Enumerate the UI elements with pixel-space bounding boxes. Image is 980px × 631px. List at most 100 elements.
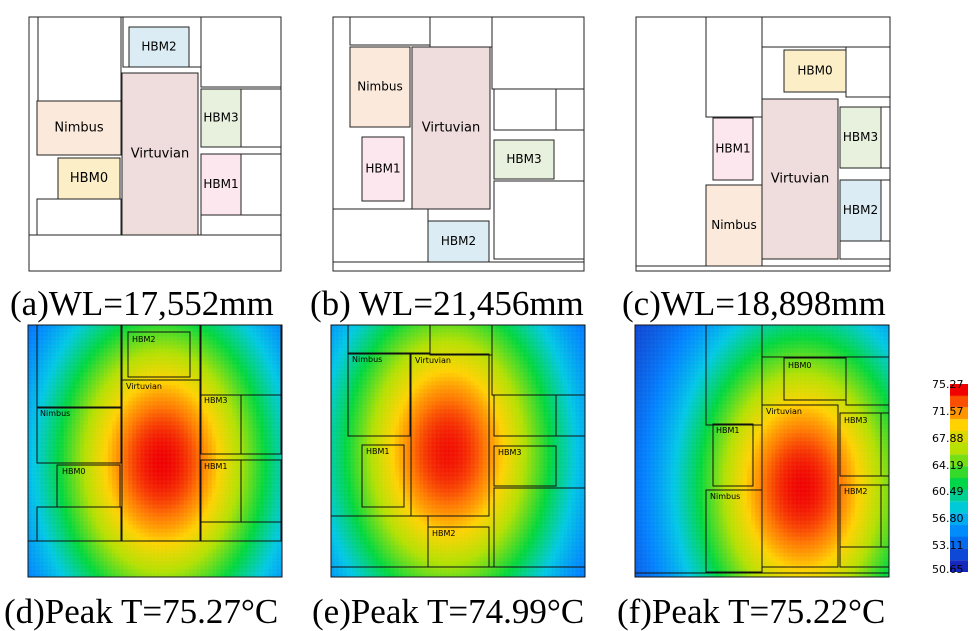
whitespace-block [493,180,585,260]
block-outline [361,444,405,508]
floorplan-a: HBM2 Virtuvian Nimbus HBM0 HBM3 HBM1 Nimbus Vi… [28,16,891,272]
whitespace-block [761,16,891,48]
block-outline [240,459,282,523]
block-outline [36,324,122,409]
hbm2-chiplet [839,179,882,242]
whitespace-block [635,265,891,272]
colorbar-tick-label: 53.11 [932,539,964,552]
block-outline [839,546,890,568]
block-outline [347,353,411,437]
hbm2-thermal-label: HBM2 [432,529,456,538]
caption-e: (e)Peak T=74.99°C [312,592,585,631]
block-outline [493,394,557,437]
hbm1-thermal-label: HBM1 [716,426,740,435]
virtuvian-label: Virtuvian [131,147,189,162]
virtuvian-thermal-label: Virtuvian [126,382,162,391]
hbm1-label: HBM1 [365,162,400,176]
hbm0-thermal-label: HBM0 [788,361,812,370]
colorbar-tick-label: 75.27 [932,378,964,391]
block-outline [712,423,754,487]
block-outline [493,487,586,568]
die-outline [27,324,283,578]
block-outline [880,412,890,477]
hbm3-chiplet [493,139,555,180]
hbm2-thermal-label: HBM2 [132,335,156,344]
hbm0-label: HBM0 [797,64,832,78]
virtuvian-thermal-label: Virtuvian [766,407,802,416]
nimbus-label: Nimbus [711,218,756,232]
block-outline [761,324,890,358]
block-outline [705,324,763,426]
colorbar-tick-label: 56.80 [932,512,964,525]
virtuvian-chiplet [761,98,839,260]
block-outline [121,379,201,542]
hbm1-chiplet [361,136,405,202]
block-outline [845,356,890,406]
block-outline [330,515,429,568]
thermal-map-d [28,325,282,577]
hbm2-chiplet [427,220,490,263]
colorbar-tick-label: 67.88 [932,432,964,445]
block-outline [27,540,283,578]
caption-f: (f)Peak T=75.22°C [617,592,886,631]
caption-d: (d)Peak T=75.27°C [4,592,279,631]
hbm1-thermal-label: HBM1 [204,462,228,471]
block-outline [240,394,282,455]
whitespace-block [200,16,282,88]
block-outline [36,506,122,542]
caption-b: (b) WL=21,456mm [310,284,584,323]
hbm2-label: HBM2 [441,234,476,248]
block-outline [493,445,557,487]
block-outline [705,489,763,573]
block-outline [880,484,890,548]
whitespace-block [240,88,282,148]
virtuvian-label: Virtuvian [422,121,480,136]
hbm3-label: HBM3 [203,111,238,125]
block-outline [491,324,586,396]
hbm3-thermal-label: HBM3 [204,396,228,405]
nimbus-thermal-label: Nimbus [710,492,740,501]
caption-c: (c)WL=18,898mm [622,284,886,323]
hbm3-label: HBM3 [506,152,541,166]
nimbus-chiplet [36,100,122,156]
hbm3-thermal-label: HBM3 [844,416,868,425]
whitespace-block [880,106,891,169]
virtuvian-chiplet [411,46,491,210]
block-outline [200,324,282,396]
block-outline [555,394,586,437]
nimbus-chiplet [349,46,411,128]
colorbar [950,384,968,572]
thermal-map-e [331,325,585,577]
hbm2-label: HBM2 [843,203,878,217]
virtuvian-thermal-label: Virtuvian [415,356,451,365]
thermal-overlay: HBM2 Virtuvian Nimbus HBM0 HBM3 HBM1 Nimbus Vi… [27,324,890,578]
hbm2-chiplet [128,26,190,68]
hbm1-thermal-label: HBM1 [366,447,390,456]
hbm1-label: HBM1 [203,177,238,191]
virtuvian-chiplet [121,72,199,236]
nimbus-thermal-label: Nimbus [40,409,70,418]
block-outline [783,357,847,401]
block-outline [410,353,490,517]
whitespace-block [200,214,282,236]
block-outline [36,406,122,464]
block-outline [761,404,839,568]
whitespace-block [36,198,122,236]
nimbus-thermal-label: Nimbus [352,355,382,364]
colorbar-tick-label: 50.65 [932,563,964,576]
nimbus-chiplet [705,184,763,267]
colorbar-tick-label: 71.57 [932,405,964,418]
whitespace-block [705,16,763,118]
block-outline [200,521,282,542]
hbm0-label: HBM0 [70,171,108,186]
hbm1-chiplet [712,117,754,181]
nimbus-label: Nimbus [357,80,402,94]
caption-a: (a)WL=17,552mm [10,284,274,323]
block-outline [347,324,431,354]
hbm0-chiplet [57,157,121,200]
colorbar-tick-label: 64.19 [932,459,964,472]
hbm0-thermal-label: HBM0 [62,467,86,476]
colorbar-tick-label: 60.49 [932,485,964,498]
virtuvian-label: Virtuvian [771,172,829,187]
hbm3-label: HBM3 [843,130,878,144]
